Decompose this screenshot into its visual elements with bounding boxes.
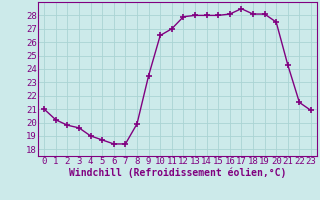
X-axis label: Windchill (Refroidissement éolien,°C): Windchill (Refroidissement éolien,°C) [69, 168, 286, 178]
